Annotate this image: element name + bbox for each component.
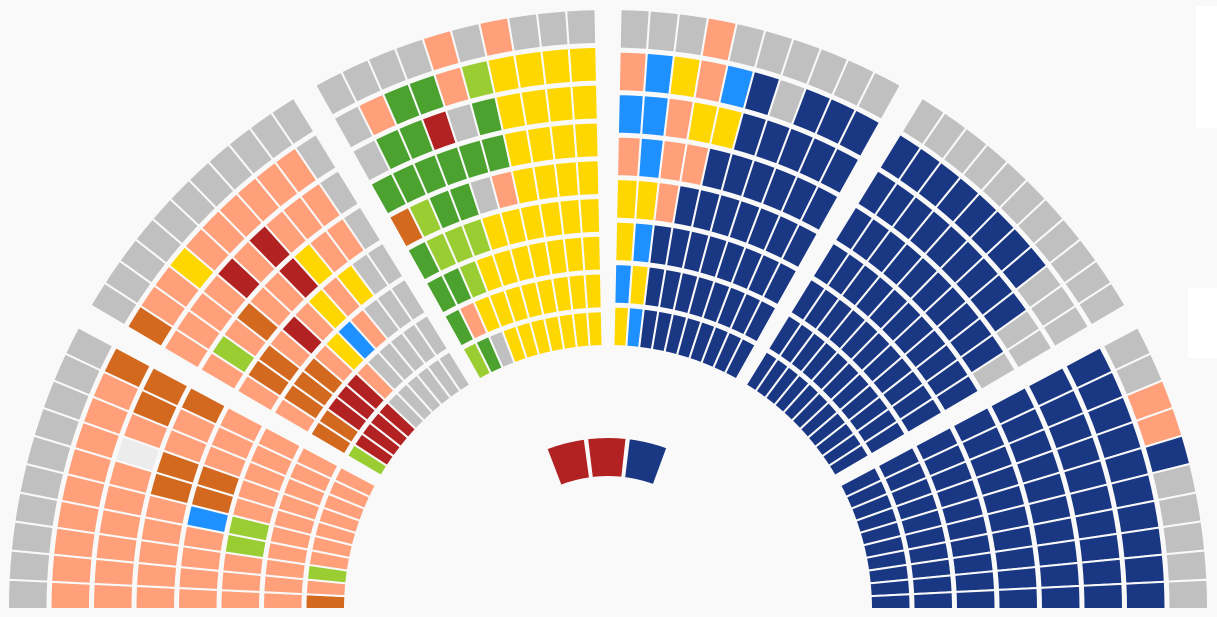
- seat-s3-r4-c9: [549, 122, 578, 162]
- seat-s1-r6-c1: [219, 589, 262, 610]
- seat-s4-r2-c1: [617, 50, 648, 94]
- seat-s1-r4-c1: [134, 584, 177, 610]
- seat-s3-r5-c9: [553, 160, 581, 199]
- seat-s4-r1-c1: [618, 8, 651, 51]
- seat-s1-r2-c1: [49, 580, 92, 610]
- seat-s4-r2-c10: [836, 108, 882, 159]
- seat-s3-r6-c10: [578, 196, 602, 235]
- seat-s1-r5-c10: [217, 405, 265, 445]
- seat-s1-r4-c10: [179, 385, 228, 426]
- seat-s6-r2-c10: [1124, 580, 1167, 610]
- seat-s5-r1-c11: [1076, 281, 1127, 327]
- center-seat-1: [545, 437, 592, 488]
- seat-s2-r4-c11: [341, 205, 383, 253]
- seat-s2-r3-c11: [317, 168, 361, 217]
- seat-group: [6, 8, 1210, 610]
- seat-s4-r3-c10: [818, 146, 861, 196]
- seat-s6-r6-c10: [954, 589, 997, 610]
- seat-s3-r1-c9: [535, 9, 570, 49]
- seat-s3-r2-c9: [540, 47, 573, 87]
- seat-s4-r7-c10: [742, 298, 778, 344]
- seat-s3-r4-c10: [572, 121, 600, 160]
- seat-s3-r8-c10: [583, 272, 603, 311]
- seat-s3-r9-c10: [586, 310, 604, 348]
- seat-s2-r6-c11: [389, 277, 428, 323]
- seat-s6-r3-c8: [1077, 532, 1122, 564]
- seat-s6-r1-c10: [1166, 578, 1210, 610]
- edge-panel-mid: [1188, 288, 1217, 358]
- seat-s6-r8-c10: [869, 593, 912, 610]
- seat-s2-r8-c11: [436, 349, 472, 393]
- seat-s3-r5-c10: [575, 159, 601, 197]
- seat-s6-r5-c9: [995, 565, 1039, 591]
- center-seat-3: [622, 437, 669, 487]
- seat-s6-r1-c8: [1161, 520, 1207, 556]
- seat-s5-r2-c11: [1041, 304, 1091, 349]
- seat-s1-r1-c2: [7, 549, 52, 583]
- seat-s2-r2-c11: [293, 132, 338, 182]
- seat-s1-r1-c10: [63, 325, 115, 372]
- seat-s6-r4-c10: [1039, 584, 1082, 610]
- seat-s6-r3-c9: [1080, 557, 1124, 587]
- seat-s2-r7-c11: [412, 313, 450, 358]
- seat-s4-r3-c1: [616, 93, 645, 136]
- seat-s4-r5-c10: [780, 222, 820, 270]
- seat-s1-r6-c10: [256, 425, 303, 463]
- seat-s1-r3-c10: [140, 365, 190, 408]
- seat-s6-r4-c9: [1037, 561, 1081, 589]
- seat-s3-r1-c10: [565, 8, 598, 47]
- seat-s6-r6-c9: [953, 570, 997, 594]
- seat-s6-r1-c9: [1164, 549, 1209, 583]
- seat-s4-r4-c10: [799, 184, 840, 233]
- seat-s4-r4-c1: [616, 135, 643, 179]
- seat-s1-r2-c2: [50, 553, 94, 585]
- seat-s3-r1-c8: [506, 12, 543, 53]
- seat-s4-r6-c10: [761, 260, 799, 307]
- seat-s5-r4-c11: [969, 350, 1017, 392]
- seat-s1-r8-c10: [332, 465, 378, 499]
- seat-s5-r7-c11: [862, 419, 907, 456]
- seat-s1-r2-c10: [102, 345, 152, 390]
- seat-s4-r1-c10: [855, 70, 903, 122]
- seat-s2-r1-c11: [269, 96, 316, 147]
- seat-s3-r6-c9: [558, 197, 583, 237]
- seat-s3-r7-c9: [562, 235, 586, 274]
- seat-s1-r1-c1: [6, 578, 50, 610]
- seat-s5-r5-c11: [934, 373, 981, 413]
- seat-s3-r7-c10: [580, 234, 602, 273]
- seat-s3-r2-c10: [567, 45, 598, 84]
- seat-s5-r6-c11: [898, 396, 944, 435]
- seat-s4-r8-c10: [723, 336, 757, 381]
- seat-s6-r7-c10: [912, 591, 955, 610]
- seat-s6-r2-c9: [1122, 553, 1166, 585]
- seat-s6-r3-c10: [1081, 582, 1125, 610]
- seat-s1-r5-c1: [176, 586, 220, 610]
- center-seat-group: [545, 436, 669, 488]
- seat-s1-r3-c1: [91, 582, 135, 610]
- seat-s2-r5-c11: [365, 241, 405, 288]
- seat-s3-r3-c9: [544, 84, 575, 124]
- seat-s5-r8-c11: [827, 443, 871, 478]
- edge-panel-top: [1196, 6, 1217, 128]
- seat-s6-r7-c9: [910, 574, 954, 596]
- seat-s5-r3-c11: [1005, 327, 1054, 370]
- seat-s3-r2-c8: [513, 49, 547, 91]
- seat-s6-r2-c8: [1119, 526, 1164, 560]
- seat-s3-r3-c10: [570, 83, 599, 122]
- seat-s6-r5-c10: [996, 586, 1040, 610]
- center-seat-2: [585, 436, 628, 480]
- seat-s1-r7-c10: [294, 445, 340, 481]
